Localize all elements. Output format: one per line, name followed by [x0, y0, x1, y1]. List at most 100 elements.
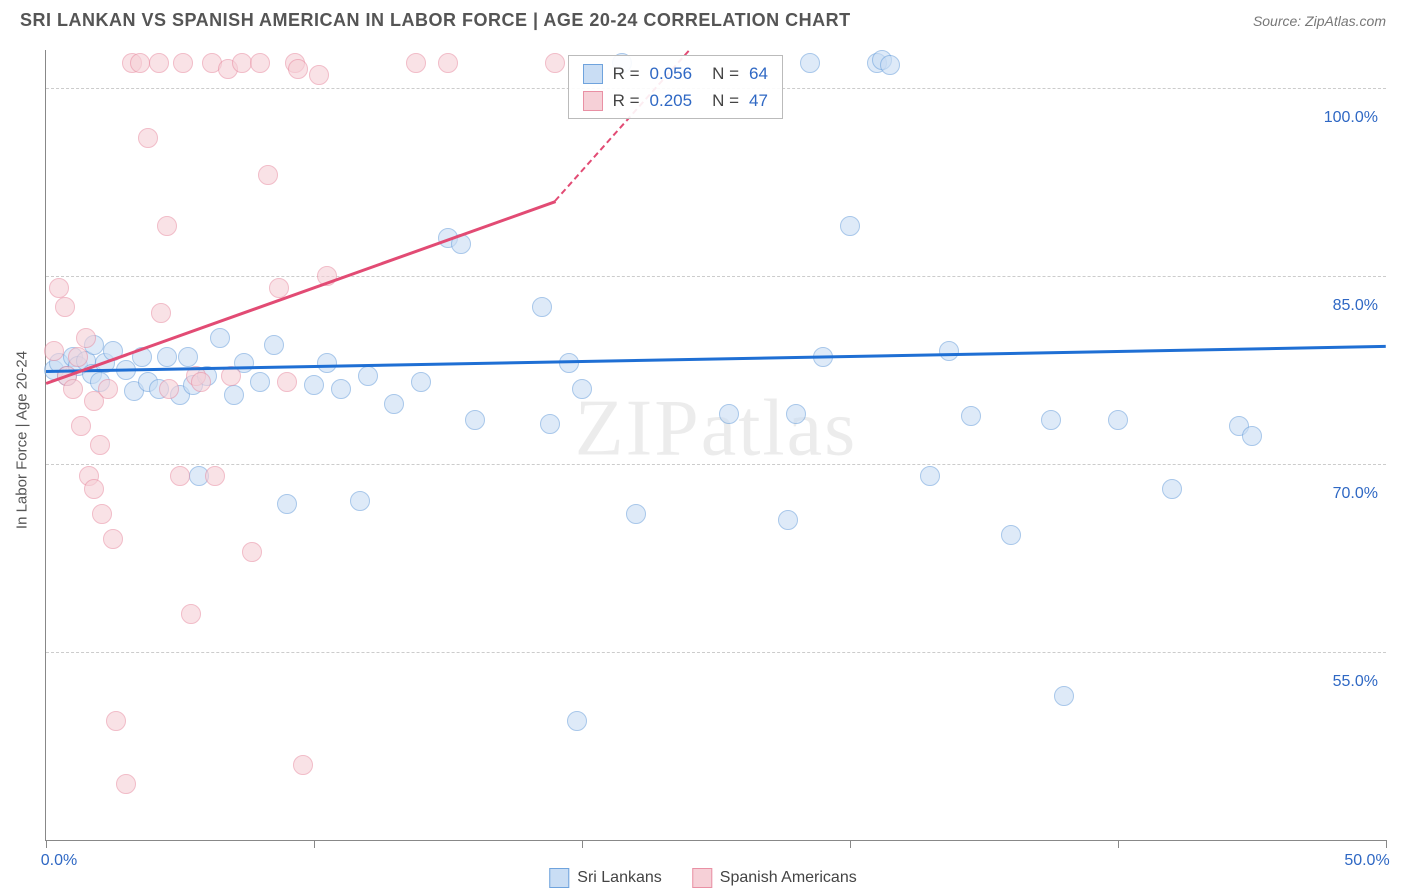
chart-title: SRI LANKAN VS SPANISH AMERICAN IN LABOR …: [20, 10, 851, 31]
data-point: [210, 328, 230, 348]
data-point: [71, 416, 91, 436]
data-point: [106, 711, 126, 731]
y-axis-label: In Labor Force | Age 20-24: [14, 351, 31, 529]
legend: Sri Lankans Spanish Americans: [549, 868, 856, 888]
data-point: [63, 379, 83, 399]
data-point: [224, 385, 244, 405]
data-point: [178, 347, 198, 367]
gridline: [46, 276, 1386, 277]
data-point: [151, 303, 171, 323]
data-point: [68, 347, 88, 367]
data-point: [277, 494, 297, 514]
data-point: [309, 65, 329, 85]
data-point: [559, 353, 579, 373]
stats-box: R = 0.056N = 64R = 0.205N = 47: [568, 55, 783, 119]
data-point: [840, 216, 860, 236]
data-point: [293, 755, 313, 775]
legend-swatch-pink: [692, 868, 712, 888]
legend-label: Sri Lankans: [577, 869, 662, 887]
data-point: [149, 53, 169, 73]
source-label: Source: ZipAtlas.com: [1253, 13, 1386, 29]
data-point: [173, 53, 193, 73]
data-point: [49, 278, 69, 298]
data-point: [540, 414, 560, 434]
data-point: [920, 466, 940, 486]
data-point: [411, 372, 431, 392]
data-point: [438, 53, 458, 73]
data-point: [90, 435, 110, 455]
data-point: [465, 410, 485, 430]
x-tick: [850, 840, 851, 848]
legend-label: Spanish Americans: [720, 869, 857, 887]
data-point: [880, 55, 900, 75]
data-point: [778, 510, 798, 530]
data-point: [961, 406, 981, 426]
data-point: [258, 165, 278, 185]
watermark: ZIPatlas: [575, 384, 858, 475]
data-point: [358, 366, 378, 386]
data-point: [1242, 426, 1262, 446]
data-point: [232, 53, 252, 73]
legend-item-sri-lankans: Sri Lankans: [549, 868, 662, 888]
data-point: [331, 379, 351, 399]
y-tick-label: 100.0%: [1324, 109, 1378, 127]
x-tick: [582, 840, 583, 848]
legend-swatch-blue: [549, 868, 569, 888]
data-point: [1108, 410, 1128, 430]
data-point: [1162, 479, 1182, 499]
x-tick: [46, 840, 47, 848]
trend-line: [46, 201, 556, 385]
data-point: [1041, 410, 1061, 430]
x-tick-label: 0.0%: [41, 852, 77, 870]
data-point: [98, 379, 118, 399]
x-tick: [1118, 840, 1119, 848]
data-point: [277, 372, 297, 392]
data-point: [76, 328, 96, 348]
data-point: [1054, 686, 1074, 706]
data-point: [626, 504, 646, 524]
data-point: [242, 542, 262, 562]
data-point: [44, 341, 64, 361]
data-point: [939, 341, 959, 361]
data-point: [92, 504, 112, 524]
data-point: [800, 53, 820, 73]
data-point: [384, 394, 404, 414]
data-point: [138, 128, 158, 148]
data-point: [103, 529, 123, 549]
y-tick-label: 70.0%: [1333, 485, 1378, 503]
data-point: [264, 335, 284, 355]
legend-item-spanish-americans: Spanish Americans: [692, 868, 857, 888]
data-point: [317, 353, 337, 373]
data-point: [532, 297, 552, 317]
x-tick-label: 50.0%: [1344, 852, 1389, 870]
data-point: [719, 404, 739, 424]
data-point: [116, 774, 136, 794]
x-tick: [314, 840, 315, 848]
y-tick-label: 85.0%: [1333, 297, 1378, 315]
data-point: [191, 372, 211, 392]
data-point: [406, 53, 426, 73]
gridline: [46, 652, 1386, 653]
data-point: [170, 466, 190, 486]
data-point: [130, 53, 150, 73]
x-tick: [1386, 840, 1387, 848]
data-point: [157, 216, 177, 236]
data-point: [567, 711, 587, 731]
data-point: [545, 53, 565, 73]
data-point: [1001, 525, 1021, 545]
chart-plot-area: ZIPatlas 55.0% 70.0% 85.0% 100.0%: [45, 50, 1386, 841]
data-point: [205, 466, 225, 486]
gridline: [46, 464, 1386, 465]
data-point: [572, 379, 592, 399]
data-point: [159, 379, 179, 399]
data-point: [350, 491, 370, 511]
data-point: [55, 297, 75, 317]
data-point: [157, 347, 177, 367]
data-point: [304, 375, 324, 395]
data-point: [250, 372, 270, 392]
data-point: [250, 53, 270, 73]
y-tick-label: 55.0%: [1333, 673, 1378, 691]
data-point: [84, 479, 104, 499]
data-point: [181, 604, 201, 624]
data-point: [786, 404, 806, 424]
